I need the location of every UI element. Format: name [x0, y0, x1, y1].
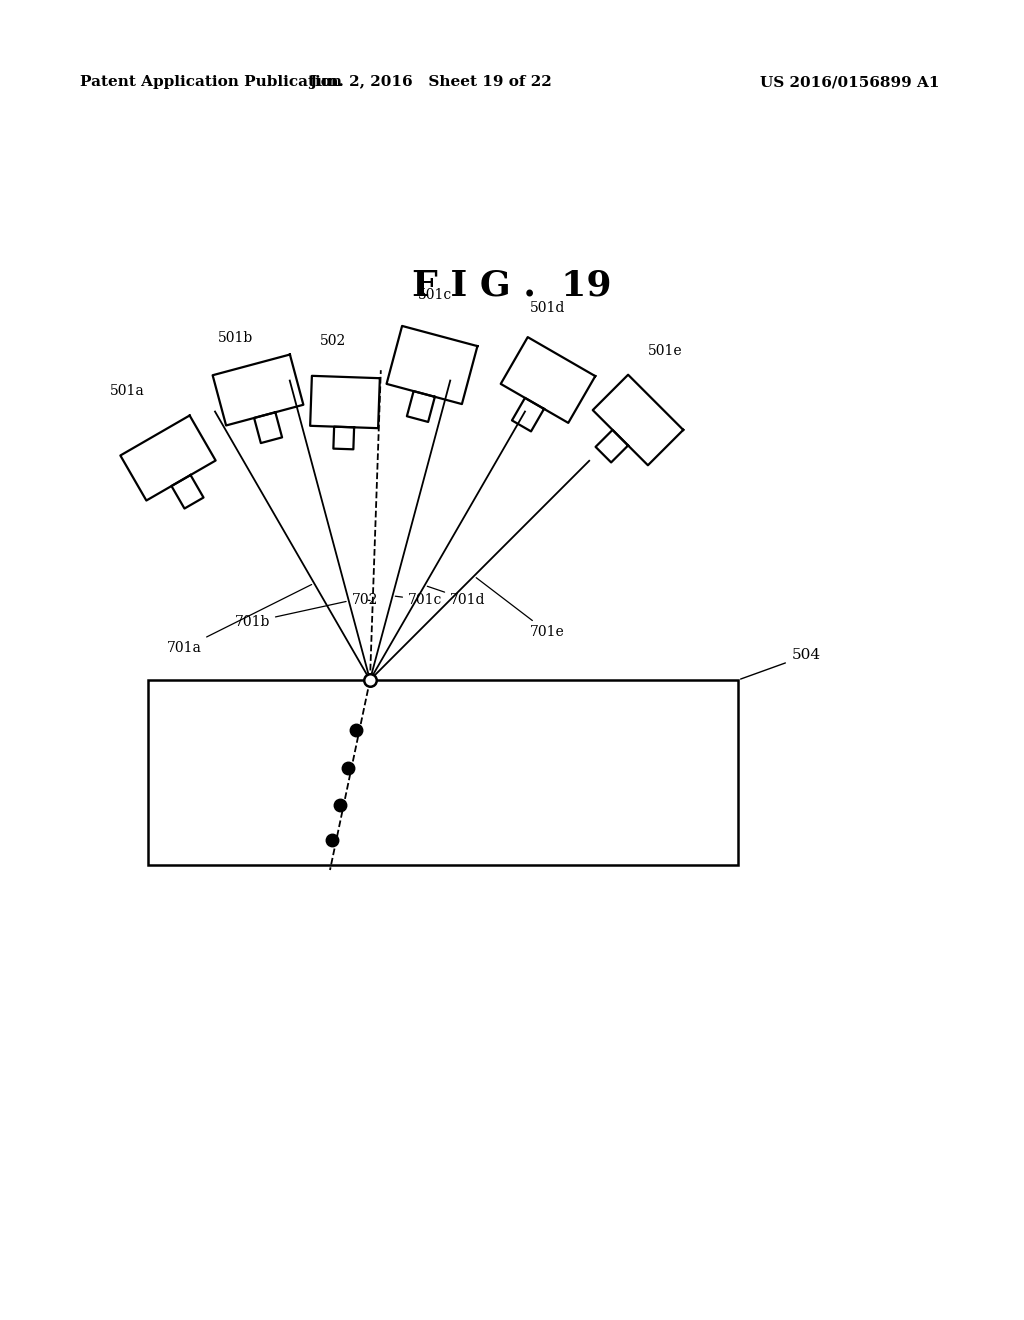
Text: US 2016/0156899 A1: US 2016/0156899 A1	[761, 75, 940, 88]
Text: 502: 502	[319, 334, 346, 348]
Text: 504: 504	[792, 648, 821, 663]
Text: 701e: 701e	[476, 578, 565, 639]
Text: 702: 702	[352, 593, 379, 607]
Text: Patent Application Publication: Patent Application Publication	[80, 75, 342, 88]
Text: 701c: 701c	[395, 593, 442, 607]
Bar	[148, 680, 738, 865]
Text: 701a: 701a	[167, 585, 311, 655]
Text: 701b: 701b	[234, 602, 346, 630]
Text: Jun. 2, 2016   Sheet 19 of 22: Jun. 2, 2016 Sheet 19 of 22	[308, 75, 551, 88]
Text: 501a: 501a	[110, 384, 144, 399]
Text: 501b: 501b	[218, 331, 253, 345]
Text: 501e: 501e	[648, 345, 683, 358]
Text: F I G .  19: F I G . 19	[413, 268, 611, 302]
Text: 701d: 701d	[427, 586, 485, 607]
Text: 501c: 501c	[418, 288, 453, 302]
Text: 501d: 501d	[530, 301, 565, 315]
